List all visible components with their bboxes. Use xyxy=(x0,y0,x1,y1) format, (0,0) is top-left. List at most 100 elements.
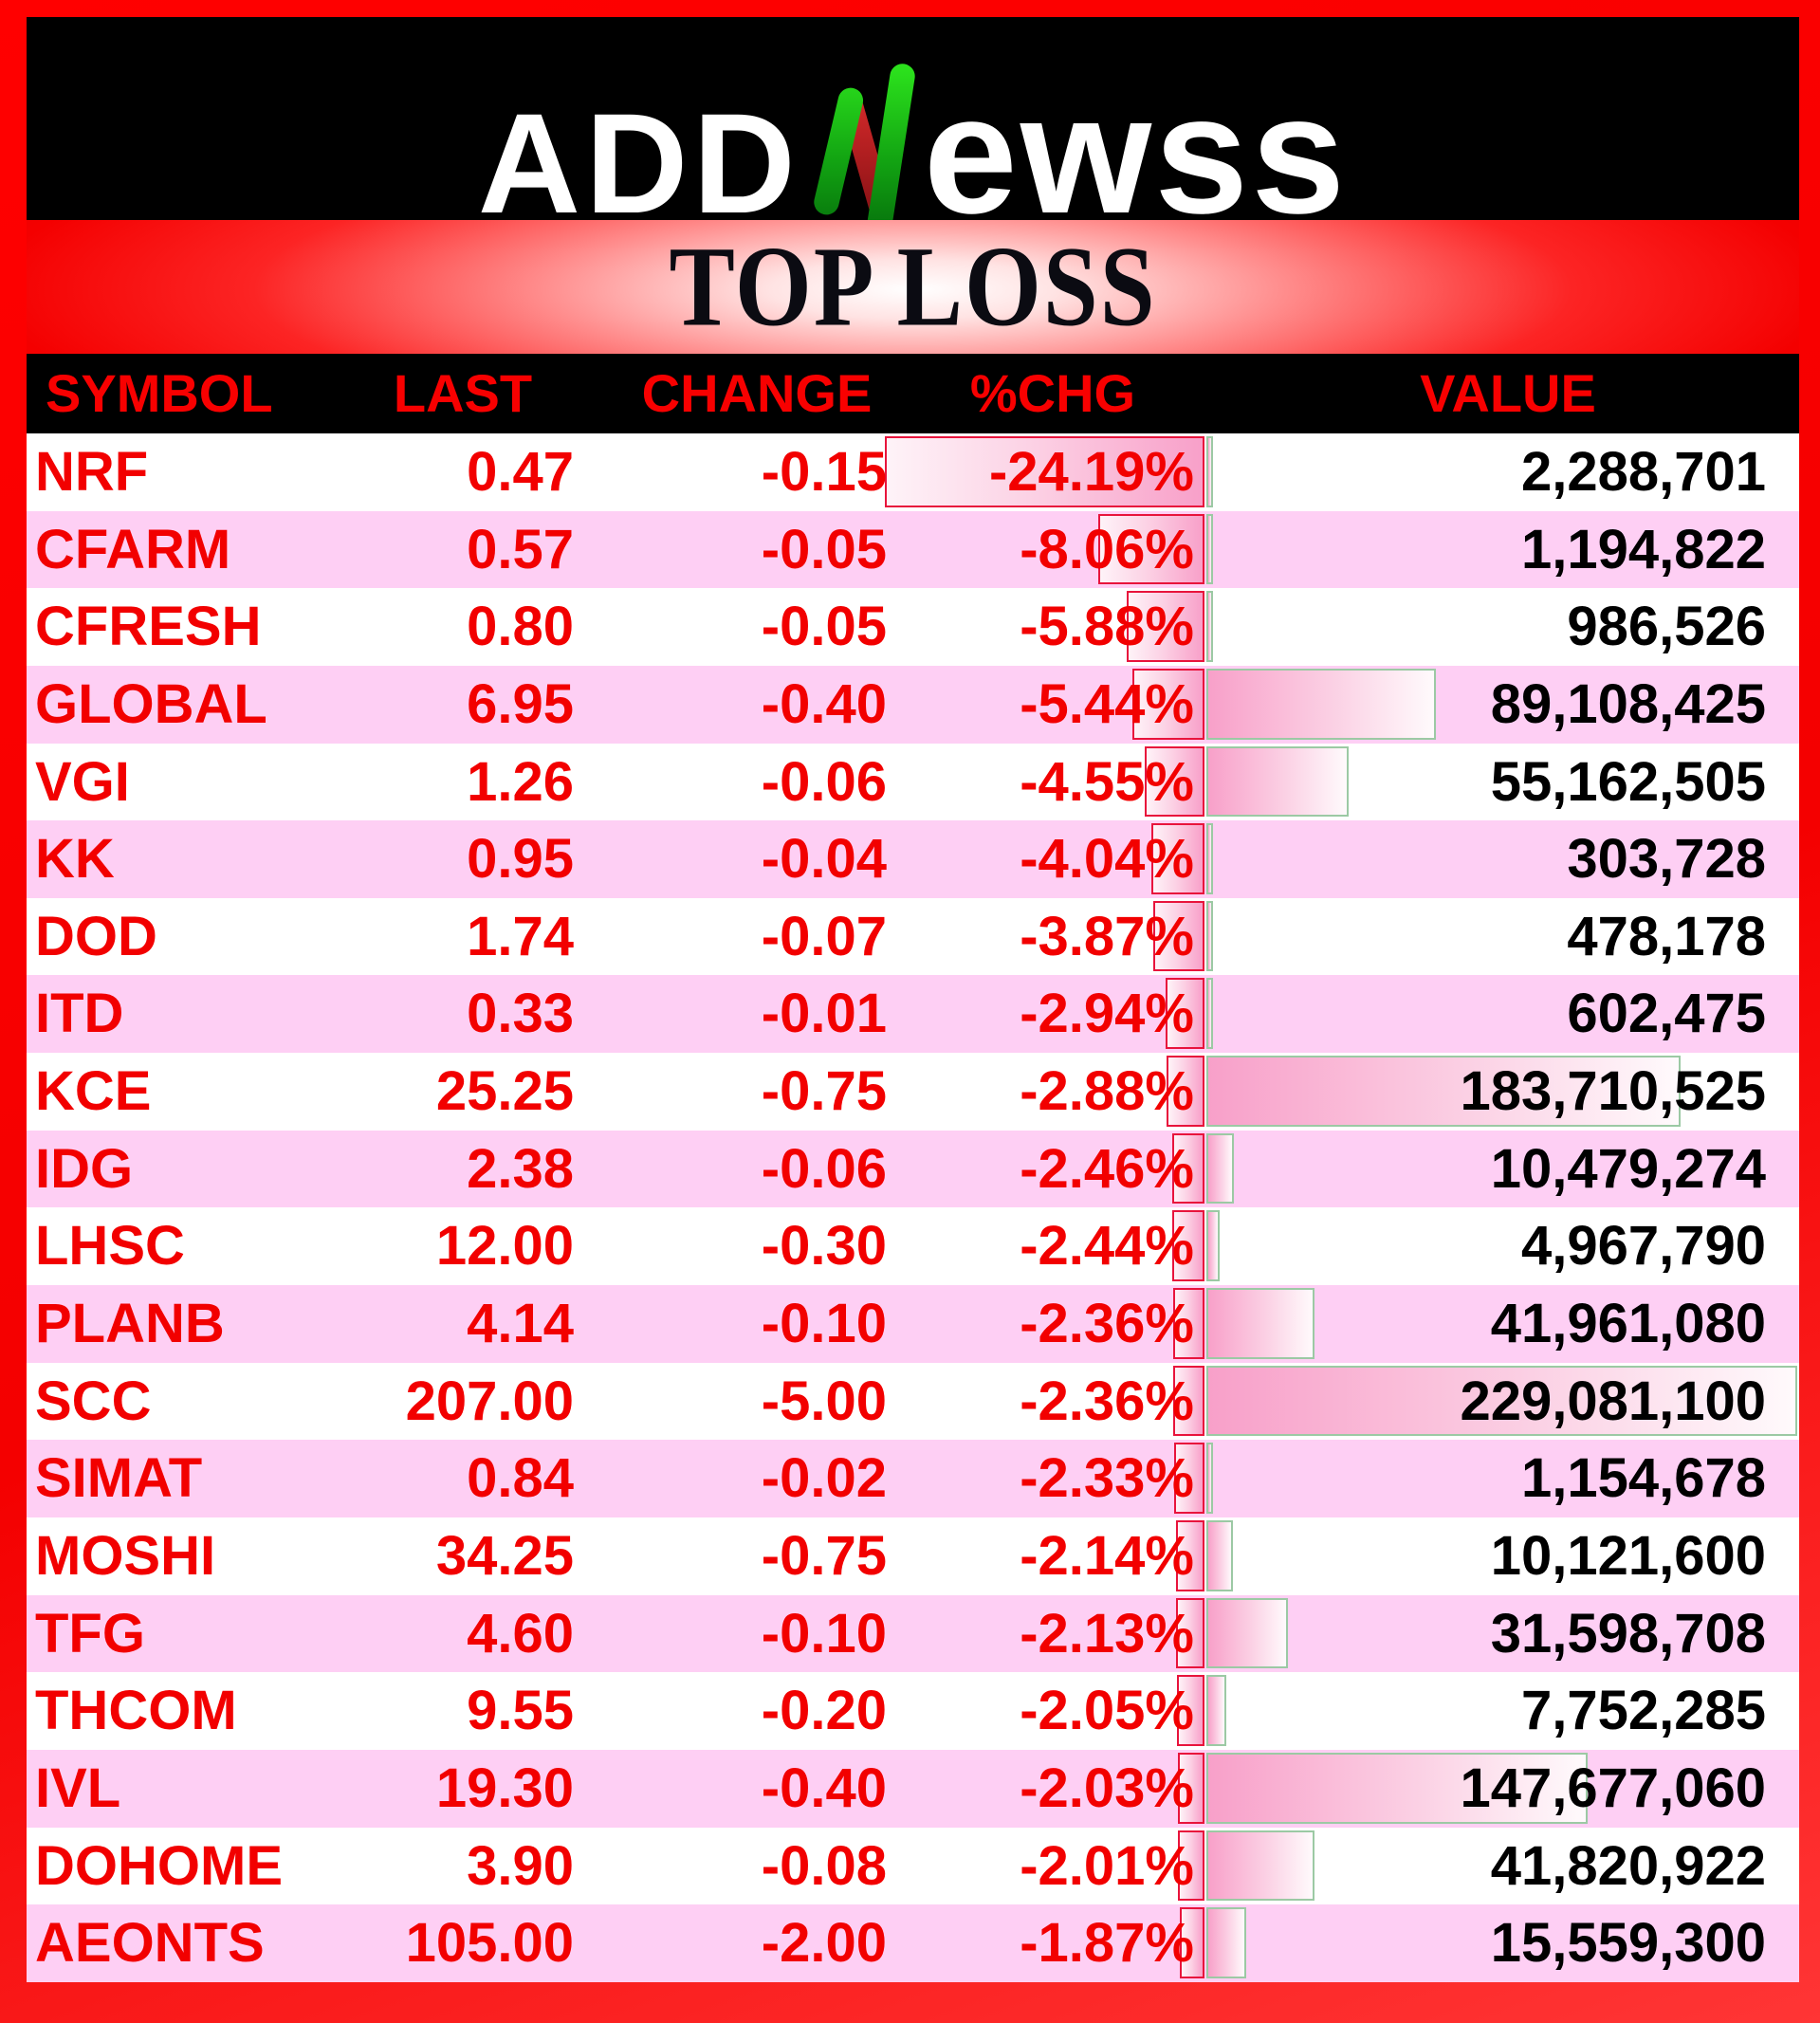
change-cell: -0.20 xyxy=(761,1680,887,1742)
value-cell: 41,820,922 xyxy=(1490,1834,1766,1897)
value-databar xyxy=(1206,1752,1588,1824)
last-price-cell: 25.25 xyxy=(435,1060,574,1123)
last-price-cell: 12.00 xyxy=(435,1215,574,1278)
symbol-cell: THCOM xyxy=(35,1680,237,1742)
column-header-change: CHANGE xyxy=(641,363,873,423)
value-databar xyxy=(1206,1443,1213,1514)
value-cell: 1,154,678 xyxy=(1520,1447,1766,1510)
column-header-last: LAST xyxy=(393,363,533,423)
symbol-cell: VGI xyxy=(35,750,130,813)
last-price-cell: 34.25 xyxy=(435,1524,574,1587)
value-cell: 41,961,080 xyxy=(1490,1293,1766,1355)
value-cell: 55,162,505 xyxy=(1490,750,1766,813)
change-cell: -0.75 xyxy=(761,1060,887,1123)
value-cell: 303,728 xyxy=(1567,828,1766,891)
pct-change-cell: -2.14% xyxy=(1020,1524,1194,1587)
table-row: CFRESH 0.80 -0.05 -5.88% 986,526 xyxy=(27,588,1799,666)
table-row: SCC 207.00 -5.00 -2.36% 229,081,100 xyxy=(27,1362,1799,1441)
page-title: TOP LOSS xyxy=(669,223,1157,350)
symbol-cell: TFG xyxy=(35,1602,145,1664)
table-row: THCOM 9.55 -0.20 -2.05% 7,752,285 xyxy=(27,1672,1799,1750)
value-cell: 478,178 xyxy=(1567,905,1766,967)
pct-change-databar xyxy=(1097,513,1204,585)
value-cell: 229,081,100 xyxy=(1460,1370,1766,1432)
value-databar xyxy=(1206,1830,1314,1902)
value-cell: 183,710,525 xyxy=(1460,1060,1766,1123)
symbol-cell: LHSC xyxy=(35,1215,185,1278)
pct-change-databar xyxy=(1179,1907,1204,1978)
column-header-pctchg: %CHG xyxy=(969,363,1136,423)
symbol-cell: NRF xyxy=(35,441,149,503)
last-price-cell: 0.80 xyxy=(467,596,574,658)
logo-text-ewss: ewss xyxy=(923,60,1349,221)
change-cell: -0.10 xyxy=(761,1293,887,1355)
value-databar xyxy=(1206,1210,1220,1282)
pct-change-cell: -5.88% xyxy=(1020,596,1194,658)
value-databar xyxy=(1206,1288,1315,1359)
value-databar xyxy=(1206,668,1437,740)
table-row: KCE 25.25 -0.75 -2.88% 183,710,525 xyxy=(27,1053,1799,1131)
pct-change-databar xyxy=(1176,1519,1204,1591)
table-header-row: SYMBOL LAST CHANGE %CHG VALUE xyxy=(27,354,1799,433)
change-cell: -0.10 xyxy=(761,1602,887,1664)
value-databar xyxy=(1206,900,1213,972)
symbol-cell: IDG xyxy=(35,1137,134,1200)
logo-band: ADD xyxy=(27,17,1799,220)
value-cell: 1,194,822 xyxy=(1520,518,1766,580)
pct-change-cell: -24.19% xyxy=(988,441,1194,503)
poster-content: ADD xyxy=(27,17,1799,1982)
pct-change-cell: -2.13% xyxy=(1020,1602,1194,1664)
change-cell: -0.02 xyxy=(761,1447,887,1510)
last-price-cell: 1.26 xyxy=(467,750,574,813)
pct-change-databar xyxy=(1173,1288,1204,1359)
last-price-cell: 0.57 xyxy=(467,518,574,580)
change-cell: -0.05 xyxy=(761,518,887,580)
value-databar xyxy=(1206,513,1213,585)
pct-change-cell: -2.36% xyxy=(1020,1293,1194,1355)
value-cell: 2,288,701 xyxy=(1520,441,1766,503)
pct-change-cell: -2.94% xyxy=(1020,983,1194,1045)
pct-change-cell: -2.05% xyxy=(1020,1680,1194,1742)
change-cell: -0.01 xyxy=(761,983,887,1045)
symbol-cell: CFARM xyxy=(35,518,231,580)
change-cell: -0.30 xyxy=(761,1215,887,1278)
pct-change-databar xyxy=(1166,978,1204,1050)
table-body: NRF 0.47 -0.15 -24.19% 2,288,701 CFARM 0.57 -0.… xyxy=(27,433,1799,1982)
value-databar xyxy=(1206,1365,1797,1437)
pct-change-databar xyxy=(1177,1675,1204,1746)
value-databar xyxy=(1206,1132,1234,1205)
table-row: IDG 2.38 -0.06 -2.46% 10,479,274 xyxy=(27,1130,1799,1208)
pct-change-databar xyxy=(1176,1597,1204,1669)
table-row: MOSHI 34.25 -0.75 -2.14% 10,121,600 xyxy=(27,1517,1799,1595)
table-row: NRF 0.47 -0.15 -24.19% 2,288,701 xyxy=(27,433,1799,511)
pct-change-cell: -2.03% xyxy=(1020,1756,1194,1819)
change-cell: -0.06 xyxy=(761,1137,887,1200)
value-cell: 10,121,600 xyxy=(1490,1524,1766,1587)
pct-change-cell: -2.01% xyxy=(1020,1834,1194,1897)
value-cell: 4,967,790 xyxy=(1520,1215,1766,1278)
pct-change-cell: -8.06% xyxy=(1020,518,1194,580)
value-databar xyxy=(1206,978,1213,1050)
pct-change-cell: -5.44% xyxy=(1020,672,1194,735)
last-price-cell: 4.60 xyxy=(467,1602,574,1664)
pct-change-databar xyxy=(1178,1830,1204,1902)
value-cell: 10,479,274 xyxy=(1490,1137,1766,1200)
last-price-cell: 19.30 xyxy=(435,1756,574,1819)
change-cell: -5.00 xyxy=(761,1370,887,1432)
value-databar xyxy=(1206,823,1213,894)
table-row: KK 0.95 -0.04 -4.04% 303,728 xyxy=(27,820,1799,898)
pct-change-cell: -2.44% xyxy=(1020,1215,1194,1278)
pct-change-databar xyxy=(1144,745,1204,818)
symbol-cell: SCC xyxy=(35,1370,152,1432)
table-row: SIMAT 0.84 -0.02 -2.33% 1,154,678 xyxy=(27,1440,1799,1517)
symbol-cell: DOHOME xyxy=(35,1834,283,1897)
pct-change-databar xyxy=(1173,1443,1204,1514)
change-cell: -0.15 xyxy=(761,441,887,503)
last-price-cell: 9.55 xyxy=(467,1680,574,1742)
pct-change-databar xyxy=(1150,823,1204,894)
value-databar xyxy=(1206,436,1213,507)
value-databar xyxy=(1206,1907,1247,1978)
last-price-cell: 1.74 xyxy=(467,905,574,967)
pct-change-cell: -4.04% xyxy=(1020,828,1194,891)
